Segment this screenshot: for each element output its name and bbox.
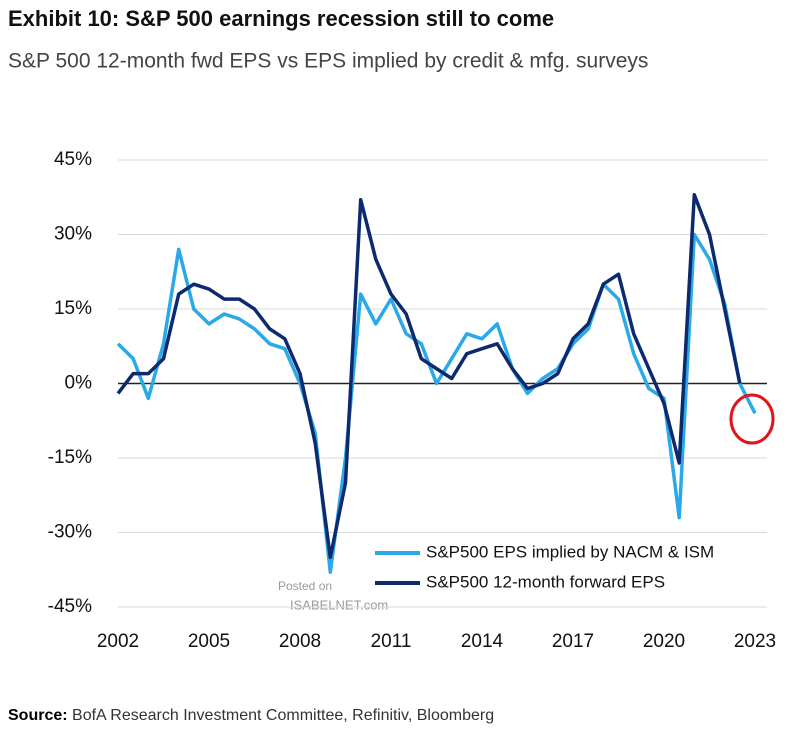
chart-title: Exhibit 10: S&P 500 earnings recession s… [8, 6, 554, 31]
y-tick-label: -30% [48, 522, 92, 543]
source: Source: BofA Research Investment Committ… [8, 707, 494, 724]
y-tick-label: -45% [48, 596, 92, 617]
highlight-circle [729, 393, 775, 445]
watermark: ISABELNET.com [290, 597, 388, 612]
y-tick-label: 15% [54, 298, 92, 319]
series-line [116, 193, 742, 560]
watermark: Posted on [278, 579, 332, 593]
plot-area: -45% -30% -15% 0% 15% 30% 45% 2002 2005 2008 2011 2… [48, 149, 777, 652]
x-tick-label: 2014 [461, 631, 504, 652]
legend-label: S&P500 12-month forward EPS [426, 572, 665, 591]
y-tick-label: 30% [54, 224, 92, 245]
x-tick-label: 2002 [97, 631, 139, 652]
y-tick-label: 0% [65, 373, 93, 394]
y-tick-label: 45% [54, 149, 92, 170]
x-tick-label: 2020 [643, 631, 685, 652]
series-line [116, 232, 757, 574]
y-tick-label: -15% [48, 447, 92, 468]
chart-subtitle: S&P 500 12-month fwd EPS vs EPS implied … [8, 50, 648, 73]
source-text: BofA Research Investment Committee, Refi… [72, 707, 494, 724]
x-tick-label: 2023 [734, 631, 776, 652]
x-tick-label: 2011 [371, 631, 412, 652]
x-tick-label: 2008 [279, 631, 321, 652]
x-tick-label: 2017 [552, 631, 594, 652]
legend-label: S&P500 EPS implied by NACM & ISM [426, 542, 714, 561]
x-tick-label: 2005 [188, 631, 230, 652]
source-label: Source: [8, 707, 68, 724]
